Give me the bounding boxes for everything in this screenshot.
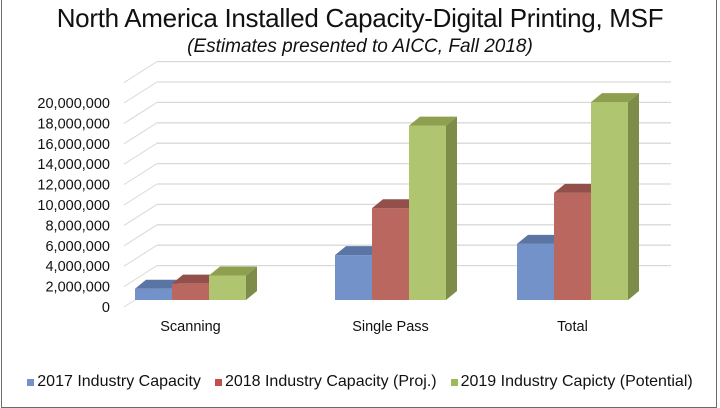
y-tick-label: 0 (102, 300, 110, 316)
legend-swatch-2019 (450, 378, 458, 386)
bar-front (517, 243, 554, 300)
bar-top (172, 274, 220, 284)
bar-top (135, 279, 183, 289)
bar-front (372, 208, 409, 300)
bar-side (246, 266, 257, 300)
x-tick-label: Single Pass (352, 319, 429, 335)
x-tick-label: Total (557, 319, 588, 335)
legend-swatch-2017 (27, 378, 35, 386)
gridline-diagonal (123, 203, 158, 226)
gridline-diagonal (123, 142, 158, 165)
gridline-diagonal (123, 265, 158, 288)
gridline-diagonal (123, 61, 158, 84)
y-tick-label: 10,000,000 (37, 198, 110, 214)
y-tick-label: 12,000,000 (37, 178, 110, 194)
legend-item-2019[interactable]: 2019 Industry Capicty (Potential) (450, 373, 693, 391)
y-tick-label: 14,000,000 (37, 157, 110, 173)
gridline-diagonal (123, 224, 158, 247)
gridline-diagonal (123, 81, 158, 104)
y-tick-label: 2,000,000 (45, 280, 110, 296)
gridline-diagonal (123, 163, 158, 186)
bar-top (409, 116, 457, 126)
bar-front (554, 192, 591, 300)
gridline-diagonal (123, 122, 158, 145)
bar-side (446, 116, 457, 300)
bar-front (409, 125, 446, 300)
gridline-diagonal (123, 101, 158, 124)
bars (135, 93, 639, 301)
legend-label-2019: 2019 Industry Capicty (Potential) (460, 373, 693, 390)
bar-top (209, 266, 257, 276)
bar-top (335, 246, 383, 256)
x-axis: Scanning Single Pass Total (160, 319, 588, 335)
legend-label-2018: 2018 Industry Capacity (Proj.) (224, 373, 437, 390)
bar-front (335, 255, 372, 300)
gridline-diagonal (123, 183, 158, 206)
y-tick-label: 4,000,000 (45, 259, 110, 275)
legend-label-2017: 2017 Industry Capacity (37, 373, 201, 390)
y-tick-label: 6,000,000 (45, 239, 110, 255)
chart-title: North America Installed Capacity-Digital… (56, 3, 664, 33)
legend-item-2018[interactable]: 2018 Industry Capacity (Proj.) (214, 373, 437, 391)
bar-front (209, 275, 246, 300)
bar-top (554, 183, 602, 193)
bar-top (517, 234, 565, 244)
bar-front (591, 102, 628, 301)
y-tick-label: 18,000,000 (37, 116, 110, 132)
gridline-diagonal (123, 244, 158, 267)
y-tick-label: 20,000,000 (37, 96, 110, 112)
bar-top (372, 199, 420, 209)
bar-front (135, 288, 172, 300)
y-tick-label: 16,000,000 (37, 137, 110, 153)
bar-top (591, 93, 639, 103)
bar-front (172, 283, 209, 300)
chart-subtitle: (Estimates presented to AICC, Fall 2018) (187, 36, 533, 57)
legend: 2017 Industry Capacity 2018 Industry Cap… (0, 373, 720, 391)
legend-item-2017[interactable]: 2017 Industry Capacity (27, 373, 201, 391)
y-tick-label: 8,000,000 (45, 218, 110, 234)
y-axis: 0 2,000,000 4,000,000 6,000,000 8,000,000 10,… (37, 96, 110, 316)
legend-swatch-2018 (214, 378, 222, 386)
x-tick-label: Scanning (160, 319, 220, 335)
bar-side (628, 93, 639, 301)
